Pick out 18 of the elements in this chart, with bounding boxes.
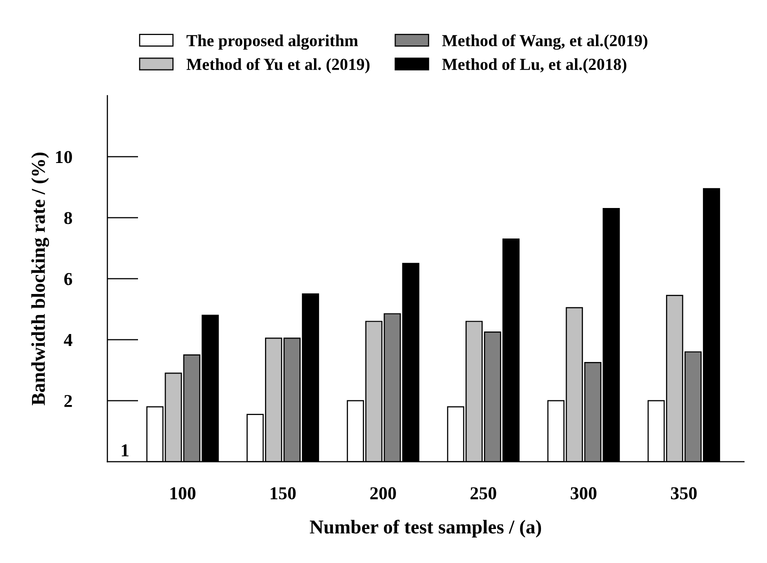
annotation: 1 <box>122 444 129 456</box>
y-tick-label: 4 <box>64 334 72 346</box>
y-tick-label: 2 <box>64 394 72 407</box>
x-tick-label: 350 <box>670 487 697 500</box>
x-axis-title: Number of test samples / (a) <box>310 520 542 538</box>
y-axis-title: Bandwidth blocking rate / (%) <box>31 152 50 406</box>
x-tick-label: 300 <box>570 487 596 500</box>
y-tick-label: 10 <box>56 150 72 164</box>
legend-label: Method of Lu, et al.(2018) <box>442 58 626 74</box>
legend-label: Method of Wang, et al.(2019) <box>442 34 648 50</box>
legend-label: Method of Yu et al. (2019) <box>186 58 370 74</box>
y-tick-label: 6 <box>64 272 72 286</box>
x-tick-label: 100 <box>170 487 196 500</box>
x-tick-label: 250 <box>470 487 496 500</box>
x-tick-label: 200 <box>370 487 396 500</box>
x-tick-label: 150 <box>270 487 296 500</box>
legend-label: The proposed algorithm <box>186 34 358 50</box>
y-tick-label: 8 <box>64 212 72 224</box>
